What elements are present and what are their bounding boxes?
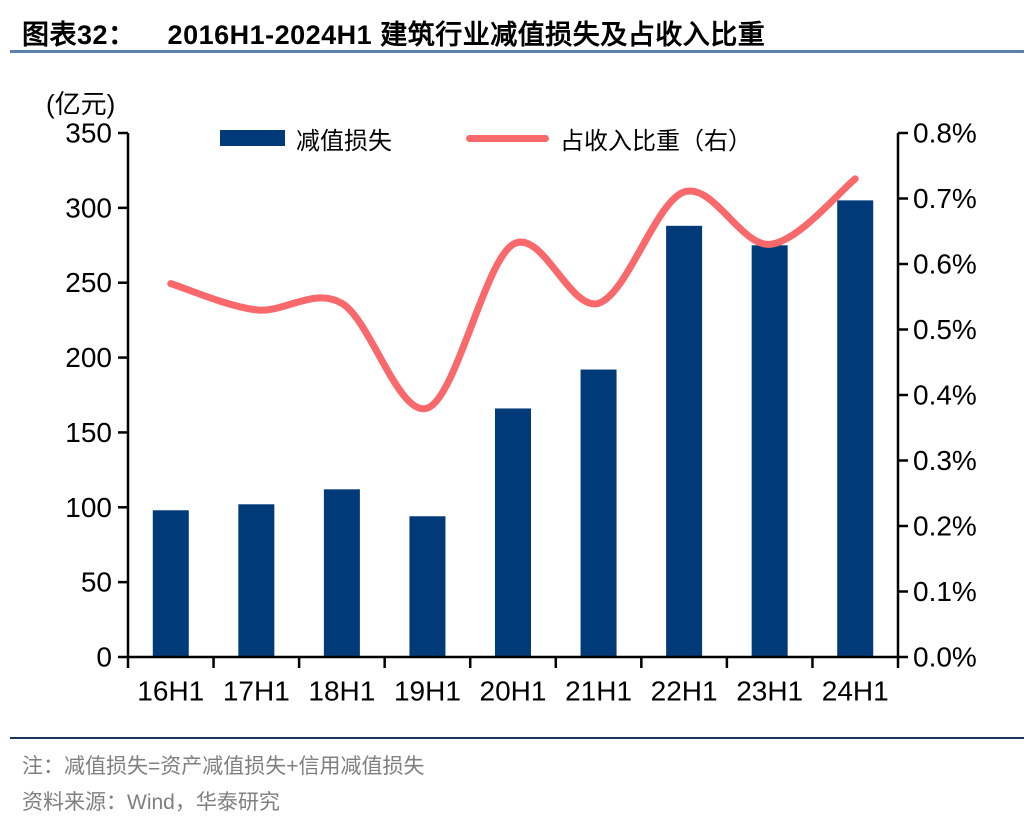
ratio-line (167, 175, 859, 413)
legend-item-bar-series: 减值损失 (220, 121, 392, 156)
bar-24H1 (837, 200, 874, 657)
x-axis-label-18H1: 18H1 (308, 676, 375, 707)
left-axis-tick-label: 300 (65, 192, 112, 223)
x-axis-label-17H1: 17H1 (223, 676, 290, 707)
right-axis-tick-label: 0.1% (913, 576, 977, 607)
left-axis-tick-label: 250 (65, 267, 112, 298)
right-axis-tick-label: 0.5% (913, 314, 977, 345)
bar-21H1 (580, 369, 617, 657)
left-axis-tick-label: 150 (65, 417, 112, 448)
x-axis-label-22H1: 22H1 (651, 676, 718, 707)
x-axis-label-19H1: 19H1 (394, 676, 461, 707)
right-axis-tick-label: 0.8% (913, 118, 977, 149)
left-axis-tick-label: 50 (81, 567, 112, 598)
title-underline (10, 50, 1024, 53)
footer-separator (10, 737, 1024, 739)
line-series-swatch (466, 134, 549, 142)
data-source: 资料来源：Wind，华泰研究 (22, 791, 280, 814)
footnote: 注：减值损失=资产减值损失+信用减值损失 (22, 755, 425, 778)
chart-legend: 减值损失 占收入比重（右） (220, 121, 752, 155)
left-axis-unit-label: (亿元) (46, 89, 116, 119)
x-axis-label-21H1: 21H1 (565, 676, 632, 707)
right-axis-tick-label: 0.4% (913, 380, 977, 411)
legend-item-line-series: 占收入比重（右） (466, 121, 752, 156)
x-axis-label-16H1: 16H1 (137, 676, 204, 707)
bar-23H1 (751, 245, 788, 658)
x-axis-label-24H1: 24H1 (822, 676, 889, 707)
figure-label: 图表32： (22, 20, 136, 50)
figure-title: 图表32： 2016H1-2024H1 建筑行业减值损失及占收入比重 (22, 13, 765, 52)
line-series-label: 占收入比重（右） (560, 127, 752, 155)
left-axis-tick-label: 350 (65, 118, 112, 149)
bar-series-label: 减值损失 (296, 127, 392, 155)
right-axis-tick-label: 0.3% (913, 445, 977, 476)
bar-20H1 (495, 408, 531, 657)
figure-title-text: 2016H1-2024H1 建筑行业减值损失及占收入比重 (167, 20, 766, 50)
bar-19H1 (409, 516, 446, 657)
left-axis-tick-label: 200 (65, 342, 112, 373)
x-axis-label-20H1: 20H1 (480, 676, 547, 707)
x-axis-label-23H1: 23H1 (736, 676, 803, 707)
left-axis-tick-label: 100 (65, 492, 112, 523)
right-axis-tick-label: 0.0% (913, 642, 977, 673)
bar-16H1 (152, 510, 189, 657)
right-axis-tick-label: 0.6% (913, 249, 977, 280)
right-axis-tick-label: 0.7% (913, 183, 977, 214)
left-axis-tick-label: 0 (96, 642, 112, 673)
right-axis-tick-label: 0.2% (913, 511, 977, 542)
bar-18H1 (323, 489, 360, 657)
bar-17H1 (238, 504, 275, 657)
bar-22H1 (666, 225, 703, 657)
bar-series-swatch (220, 130, 285, 146)
